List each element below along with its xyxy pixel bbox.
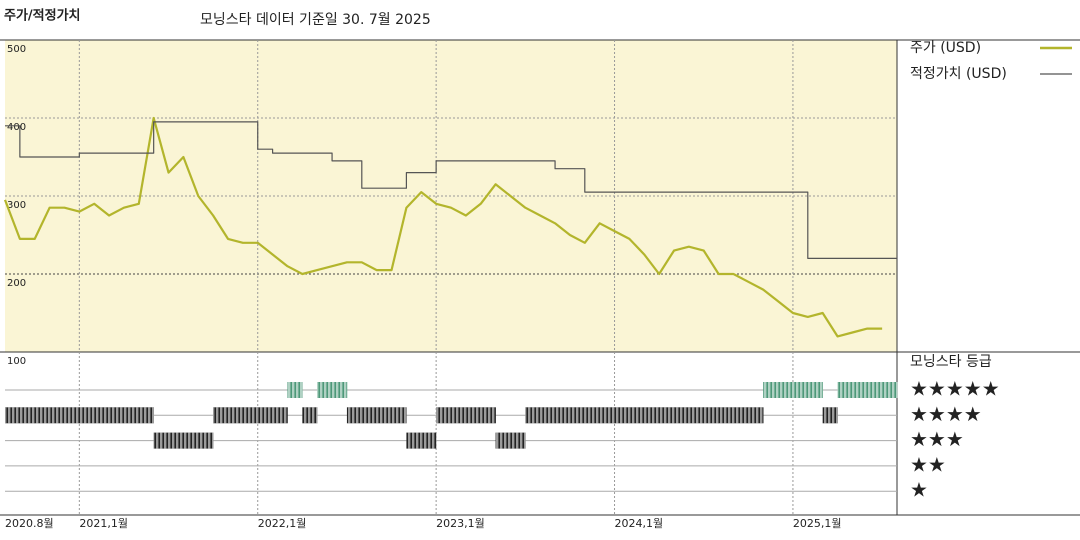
y-tick-label: 400 (7, 122, 26, 133)
rating-bar-texture (198, 432, 214, 449)
rating-bar-texture (272, 407, 288, 424)
y-tick-label: 200 (7, 278, 26, 289)
rating-bar-texture (302, 407, 318, 424)
rating-bar-texture (79, 407, 95, 424)
rating-bar-texture (376, 407, 392, 424)
rating-bar-texture (569, 407, 586, 424)
legend-label: 적정가치 (USD) (910, 66, 1007, 82)
rating-bar-texture (436, 407, 452, 424)
y-tick-label: 500 (7, 44, 26, 55)
rating-bar-texture (792, 382, 809, 398)
rating-bar-texture (718, 407, 734, 424)
rating-bar-texture (837, 382, 853, 398)
rating-label: ★ (910, 478, 928, 502)
rating-bar-texture (688, 407, 705, 424)
rating-bar-texture (183, 432, 199, 449)
rating-label: ★★★★ (910, 402, 982, 426)
rating-bar-texture (228, 407, 244, 424)
rating-bar-texture (123, 407, 140, 424)
rating-bar-texture (674, 407, 690, 424)
rating-bar-texture (882, 382, 898, 398)
rating-bar-texture (540, 407, 556, 424)
rating-bar-texture (555, 407, 571, 424)
rating-bar-texture (287, 382, 303, 398)
rating-bar-texture (733, 407, 749, 424)
rating-label: ★★★★★ (910, 377, 1000, 401)
rating-bar-texture (703, 407, 719, 424)
legend-label: 주가 (USD) (910, 40, 981, 56)
rating-bar-texture (778, 382, 794, 398)
rating-bar-texture (451, 407, 467, 424)
rating-bar-texture (599, 407, 615, 424)
rating-bar-texture (867, 382, 883, 398)
x-tick-label: 2022,1월 (258, 517, 307, 530)
rating-bar-texture (242, 407, 259, 424)
rating-bar-texture (49, 407, 65, 424)
rating-bar-texture (510, 432, 526, 449)
y-tick-label: 100 (7, 356, 26, 367)
x-tick-label: 2023,1월 (436, 517, 485, 530)
rating-bar-texture (153, 432, 169, 449)
rating-bar-texture (391, 407, 407, 424)
x-tick-label: 2024,1월 (615, 517, 664, 530)
rating-bar-texture (94, 407, 110, 424)
rating-bar-texture (525, 407, 541, 424)
rating-bar-texture (168, 432, 184, 449)
rating-bar-texture (495, 432, 511, 449)
rating-bar-texture (5, 407, 21, 424)
rating-bar-texture (614, 407, 630, 424)
rating-bar-texture (257, 407, 273, 424)
series-line (5, 121, 897, 259)
rating-bar-texture (659, 407, 675, 424)
ratings-title: 모닝스타 등급 (910, 354, 992, 370)
x-tick-label: 2021,1월 (79, 517, 128, 530)
chart-title: 주가/적정가치 (4, 8, 81, 24)
rating-bar-texture (748, 407, 764, 424)
rating-bar-texture (480, 407, 496, 424)
rating-bar-texture (361, 407, 377, 424)
rating-bar-texture (644, 407, 660, 424)
rating-bar-texture (34, 407, 50, 424)
series-line (3, 116, 883, 338)
rating-bar-texture (406, 432, 422, 449)
x-tick-label: 2025,1월 (793, 517, 842, 530)
rating-bar-texture (822, 407, 838, 424)
rating-label: ★★★ (910, 427, 964, 451)
rating-bar-texture (629, 407, 645, 424)
rating-bar-texture (346, 407, 363, 424)
rating-bar-texture (807, 382, 823, 398)
rating-bar-texture (763, 382, 779, 398)
rating-bar-texture (317, 382, 333, 398)
rating-label: ★★ (910, 452, 946, 476)
rating-bar-texture (852, 382, 868, 398)
rating-bar-texture (64, 407, 80, 424)
rating-bar-texture (19, 407, 36, 424)
rating-bar-texture (138, 407, 154, 424)
rating-bar-texture (421, 432, 437, 449)
rating-bar-texture (332, 382, 348, 398)
rating-bar-texture (465, 407, 482, 424)
rating-bar-texture (584, 407, 600, 424)
rating-bar-texture (109, 407, 125, 424)
rating-bar-texture (213, 407, 229, 424)
chart-subtitle: 모닝스타 데이터 기준일 30. 7월 2025 (200, 12, 431, 28)
y-tick-label: 300 (7, 200, 26, 211)
x-tick-label: 2020.8월 (5, 517, 54, 530)
